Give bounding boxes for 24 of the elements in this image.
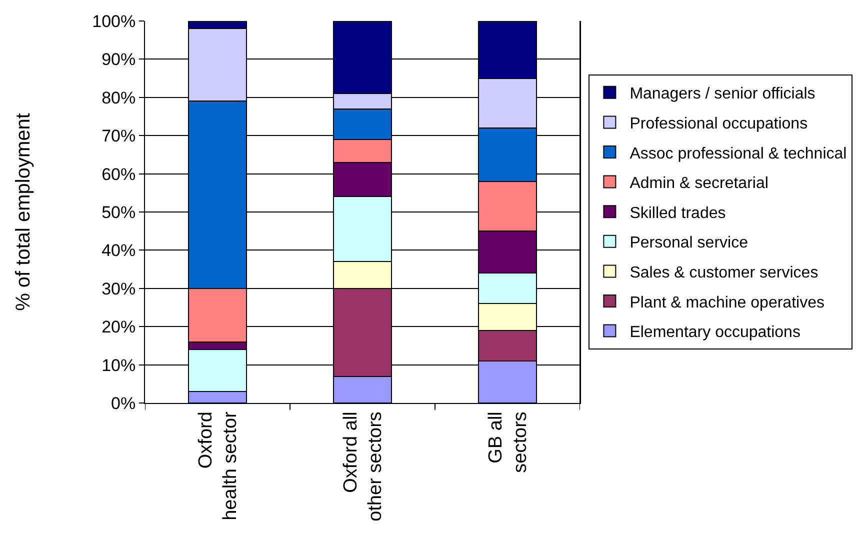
legend-label: Plant & machine operatives xyxy=(630,294,824,312)
legend-label: Managers / senior officials xyxy=(630,86,816,103)
y-tick-label: 60% xyxy=(102,164,136,184)
y-tick-label: 40% xyxy=(102,241,136,260)
y-tick-label: 100% xyxy=(92,12,136,31)
y-tick-label: 80% xyxy=(102,88,136,108)
y-tick-label: 20% xyxy=(102,318,136,337)
y-tick-label: 90% xyxy=(102,50,136,70)
legend-label: Sales & customer services xyxy=(630,264,818,282)
y-tick-label: 0% xyxy=(111,394,136,413)
legend-label: Professional occupations xyxy=(630,115,808,132)
legend-label: Elementary occupations xyxy=(630,324,800,342)
legend-label: Assoc professional & technical xyxy=(630,145,847,162)
x-tick-label: Oxford all other sectors xyxy=(340,412,386,522)
legend-label: Skilled trades xyxy=(630,204,726,222)
x-tick-label: Oxford health sector xyxy=(195,410,242,520)
legend-label: Admin & secretarial xyxy=(630,175,768,192)
y-axis-title: % of total employment xyxy=(12,112,35,311)
x-tick-label: GB all sectors xyxy=(485,412,532,473)
legend-label: Personal service xyxy=(630,234,748,252)
y-tick-label: 10% xyxy=(102,356,136,375)
y-tick-label: 30% xyxy=(102,279,136,298)
y-tick-label: 50% xyxy=(102,202,136,222)
y-tick-label: 70% xyxy=(102,126,136,146)
